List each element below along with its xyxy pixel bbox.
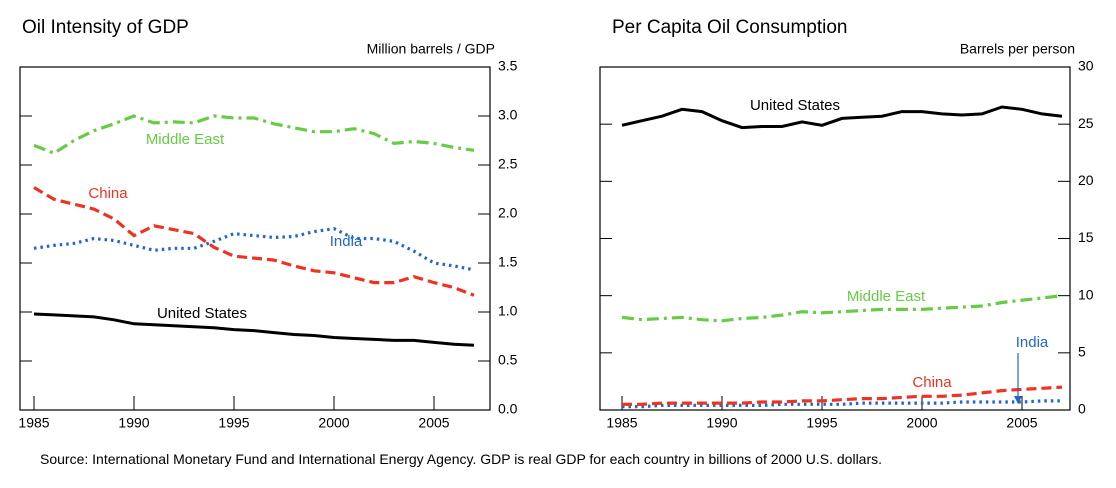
plot-frame bbox=[599, 66, 1071, 411]
series-line bbox=[621, 294, 1063, 323]
x-tick-label: 1985 bbox=[606, 415, 637, 431]
source-box: Source: International Monetary Fund and … bbox=[40, 452, 883, 467]
x-tick-label: 1985 bbox=[18, 415, 49, 431]
y-tick-label: 3.0 bbox=[498, 107, 518, 123]
india-arrowhead bbox=[1014, 396, 1022, 404]
y-tick-label: 20 bbox=[1078, 172, 1094, 188]
series-label: China bbox=[88, 185, 128, 202]
x-tick-label: 1995 bbox=[806, 415, 837, 431]
y-tick-label: 2.5 bbox=[498, 156, 518, 172]
y-tick-label: 1.0 bbox=[498, 303, 518, 319]
series-line bbox=[622, 385, 1063, 406]
series-line bbox=[33, 114, 475, 155]
series-line bbox=[621, 105, 1063, 130]
series-label: Middle East bbox=[146, 131, 225, 148]
series-line bbox=[33, 312, 475, 347]
y-axis-label: Barrels per person bbox=[960, 41, 1075, 57]
y-tick-label: 25 bbox=[1078, 115, 1094, 131]
chart-title: Oil Intensity of GDP bbox=[22, 17, 189, 38]
y-tick-label: 5 bbox=[1078, 344, 1086, 360]
y-tick-label: 0.0 bbox=[498, 401, 518, 417]
plot-frame bbox=[19, 66, 491, 411]
series-line bbox=[622, 399, 1062, 409]
series-label: United States bbox=[750, 97, 840, 114]
series-label: Middle East bbox=[847, 288, 926, 305]
y-tick-label: 10 bbox=[1078, 286, 1094, 302]
x-tick-label: 1995 bbox=[218, 415, 249, 431]
chart-title: Per Capita Oil Consumption bbox=[612, 17, 848, 38]
series-line bbox=[33, 186, 475, 297]
x-tick-label: 2000 bbox=[906, 415, 937, 431]
y-tick-label: 0.5 bbox=[498, 352, 518, 368]
series-label: United States bbox=[157, 305, 247, 322]
x-tick-label: 1990 bbox=[706, 415, 737, 431]
x-tick-label: 2005 bbox=[1006, 415, 1037, 431]
x-tick-label: 2005 bbox=[418, 415, 449, 431]
x-tick-label: 2000 bbox=[318, 415, 349, 431]
series-label: China bbox=[912, 374, 952, 391]
series-label: India bbox=[1016, 334, 1049, 351]
series-line bbox=[33, 227, 475, 272]
y-axis-label: Million barrels / GDP bbox=[367, 41, 495, 57]
y-tick-label: 0 bbox=[1078, 401, 1086, 417]
y-tick-label: 30 bbox=[1078, 58, 1094, 74]
series-label: India bbox=[330, 233, 363, 250]
x-tick-label: 1990 bbox=[118, 415, 149, 431]
y-tick-label: 2.0 bbox=[498, 205, 518, 221]
y-tick-label: 1.5 bbox=[498, 254, 518, 270]
y-tick-label: 3.5 bbox=[498, 58, 518, 74]
source-note: Source: International Monetary Fund and … bbox=[40, 452, 883, 467]
y-tick-label: 15 bbox=[1078, 229, 1094, 245]
